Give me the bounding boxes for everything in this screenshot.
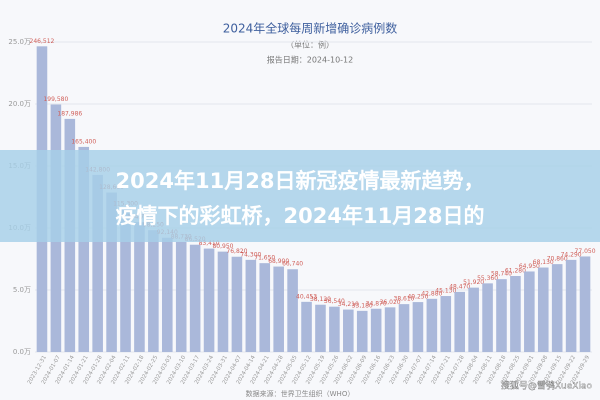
bar	[565, 259, 577, 352]
value-label: 36,540	[324, 298, 345, 305]
value-label: 187,986	[57, 110, 82, 117]
value-label: 34,210	[338, 301, 359, 308]
bar	[537, 267, 549, 352]
value-label: 45,130	[435, 288, 456, 295]
bar	[356, 310, 368, 352]
watermark: 搜狐号@雪鸮XueXiao	[501, 380, 593, 392]
value-label: 83,410	[199, 240, 220, 247]
value-label: 74,290	[561, 251, 582, 258]
value-label: 76,820	[226, 248, 247, 255]
bar	[301, 301, 312, 352]
value-label: 199,580	[43, 96, 68, 103]
value-label: 51,920	[463, 279, 484, 286]
bar	[315, 304, 326, 352]
bar	[287, 269, 298, 352]
bar	[231, 256, 243, 352]
bar	[343, 309, 354, 352]
value-label: 165,400	[71, 138, 96, 145]
value-label: 33,180	[352, 302, 373, 309]
value-label: 64,950	[519, 263, 540, 270]
value-label: 48,470	[449, 283, 470, 290]
value-label: 55,360	[477, 275, 498, 282]
value-label: 74,300	[240, 251, 261, 258]
overlay-banner	[0, 150, 600, 242]
bar	[120, 209, 131, 352]
value-label: 42,880	[421, 290, 442, 297]
value-label: 68,900	[268, 258, 289, 265]
bar	[482, 283, 493, 352]
bar	[579, 256, 591, 352]
value-label: 40,453	[296, 293, 317, 300]
bar	[175, 241, 187, 352]
y-tick-label: 0.0万	[13, 348, 31, 356]
bar	[259, 263, 271, 352]
value-label: 58,740	[491, 271, 512, 278]
bar	[440, 296, 452, 352]
value-label: 38,610	[394, 296, 415, 303]
bar	[454, 291, 466, 352]
value-label: 68,130	[533, 259, 554, 266]
bar	[78, 146, 90, 352]
bar	[384, 307, 396, 352]
bar	[189, 244, 201, 352]
bar	[370, 308, 382, 352]
bar	[496, 279, 507, 352]
y-tick-label: 25.0万	[8, 38, 31, 46]
bar	[161, 237, 173, 352]
value-label: 34,870	[366, 300, 387, 307]
bar	[148, 230, 159, 352]
value-label: 38,120	[310, 296, 331, 303]
y-tick-label: 5.0万	[13, 286, 31, 294]
bar	[203, 248, 215, 352]
value-label: 36,020	[380, 299, 401, 306]
bar	[510, 276, 521, 352]
bar	[245, 259, 257, 352]
overlay-line: 2024年11月28日新冠疫情最新趋势，	[116, 169, 485, 193]
value-label: 77,050	[575, 248, 596, 255]
bar	[92, 174, 103, 352]
bar	[524, 271, 535, 352]
bar	[551, 264, 563, 352]
bar	[329, 306, 340, 352]
bar	[412, 302, 424, 352]
value-label: 246,512	[30, 38, 55, 45]
value-label: 61,280	[505, 268, 526, 275]
chart-title: 2024年全球每周新增确诊病例数	[223, 21, 398, 36]
y-tick-label: 20.0万	[8, 100, 31, 108]
bar	[106, 192, 117, 352]
bar	[134, 222, 145, 352]
bar	[426, 298, 438, 352]
chart-subtitle: （单位：例）	[286, 40, 334, 50]
value-label: 80,950	[212, 243, 233, 250]
overlay-line: 疫情下的彩虹桥，2024年11月28日的	[116, 204, 485, 228]
bar	[273, 266, 284, 352]
report-date: 报告日期：2024-10-12	[267, 55, 354, 65]
value-label: 66,740	[282, 261, 303, 268]
bar	[468, 287, 479, 352]
value-label: 70,860	[547, 256, 568, 263]
value-label: 40,250	[407, 294, 428, 301]
value-label: 71,650	[254, 255, 275, 262]
bar	[217, 251, 229, 352]
source: 数据来源：世界卫生组织（WHO）	[246, 389, 355, 398]
bar	[398, 304, 410, 352]
